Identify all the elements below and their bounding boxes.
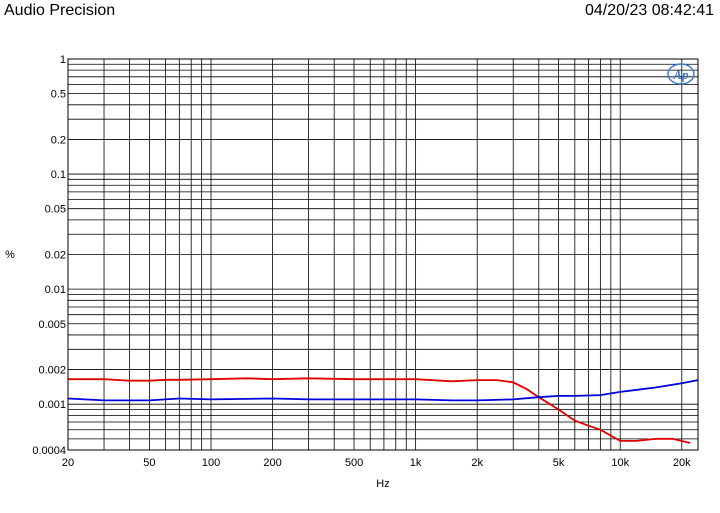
y-tick-label: 0.2 [51, 134, 66, 146]
x-tick-label: 200 [263, 457, 281, 469]
y-tick-label: 0.01 [45, 284, 66, 296]
series-line-1 [68, 377, 691, 444]
svg-text:Ap: Ap [672, 67, 689, 82]
x-tick-label: 5k [553, 457, 565, 469]
x-tick-label: 20k [673, 457, 691, 469]
plot-frame [67, 58, 699, 451]
series-line-2 [67, 379, 699, 402]
tick-labels: 20 50 100 200 500 1k 2k 5k 10k 20k 1 0.5 0.2 0.1 0.05 0… [32, 54, 691, 469]
y-axis-label: % [5, 249, 15, 261]
y-tick-label: 0.02 [45, 250, 66, 262]
x-axis-label: Hz [376, 478, 389, 490]
y-tick-label: 0.1 [51, 169, 66, 181]
series-group [67, 377, 699, 444]
y-tick-label: 0.002 [38, 365, 66, 377]
brand-title: Audio Precision [4, 2, 116, 19]
x-tick-label: 2k [471, 457, 483, 469]
x-tick-label: 20 [62, 457, 74, 469]
y-tick-label: 0.05 [45, 204, 66, 216]
x-tick-label: 500 [345, 457, 363, 469]
x-tick-label: 10k [611, 457, 629, 469]
ap-logo-icon: Ap [667, 63, 695, 85]
x-tick-label: 100 [202, 457, 220, 469]
x-tick-label: 1k [410, 457, 422, 469]
y-tick-label: 1 [60, 54, 66, 66]
timestamp: 04/20/23 08:42:41 [584, 2, 714, 19]
x-tick-label: 50 [143, 457, 155, 469]
y-tick-label: 0.0004 [32, 445, 66, 457]
y-tick-label: 0.5 [51, 89, 66, 101]
y-tick-label: 0.005 [38, 319, 66, 331]
y-tick-label: 0.001 [38, 399, 66, 411]
grid-lines [68, 59, 698, 450]
